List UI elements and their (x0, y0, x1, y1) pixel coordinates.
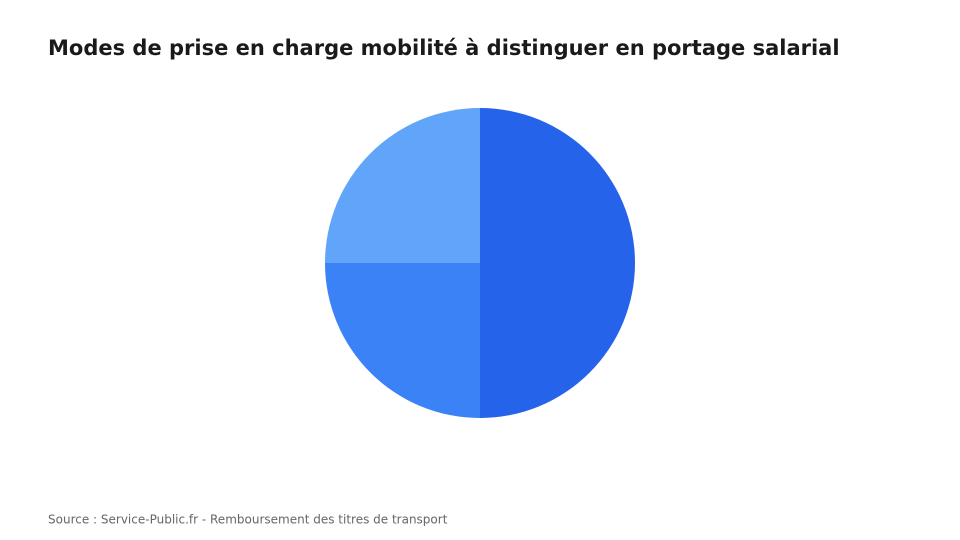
pie-slice (325, 108, 480, 263)
pie-slice (325, 263, 480, 418)
source-note: Source : Service-Public.fr - Rembourseme… (48, 513, 448, 527)
chart-title: Modes de prise en charge mobilité à dist… (48, 36, 840, 60)
pie-slice (480, 108, 635, 418)
